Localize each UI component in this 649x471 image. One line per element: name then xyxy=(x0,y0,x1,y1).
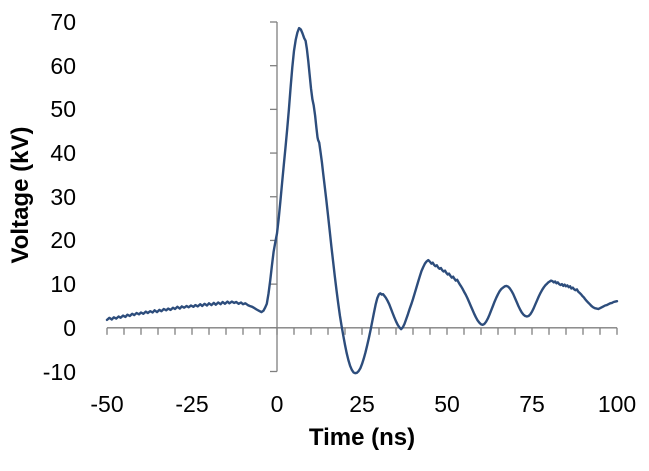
x-tick-label: 75 xyxy=(519,391,545,417)
x-tick-label: -50 xyxy=(90,391,124,417)
x-tick-label: 100 xyxy=(597,391,637,417)
x-tick-label: -25 xyxy=(175,391,209,417)
y-tick-label: 40 xyxy=(50,140,76,167)
y-tick-label: 20 xyxy=(50,227,76,254)
axes xyxy=(106,21,618,373)
y-tick-label: 0 xyxy=(63,314,76,341)
x-tick-label: 50 xyxy=(434,391,460,417)
x-axis-title: Time (ns) xyxy=(308,424,416,451)
y-tick-label: 30 xyxy=(50,183,76,210)
x-tick-label: 0 xyxy=(270,391,284,417)
y-axis-title: Voltage (kV) xyxy=(7,126,34,264)
y-tick-label: -10 xyxy=(42,358,76,385)
y-tick-label: 50 xyxy=(50,96,76,123)
y-tick-label: 60 xyxy=(50,52,76,79)
y-tick-label: 70 xyxy=(50,9,76,35)
y-tick-label: 10 xyxy=(50,271,76,298)
voltage-series-line xyxy=(105,26,619,375)
x-tick-label: 25 xyxy=(349,391,375,417)
